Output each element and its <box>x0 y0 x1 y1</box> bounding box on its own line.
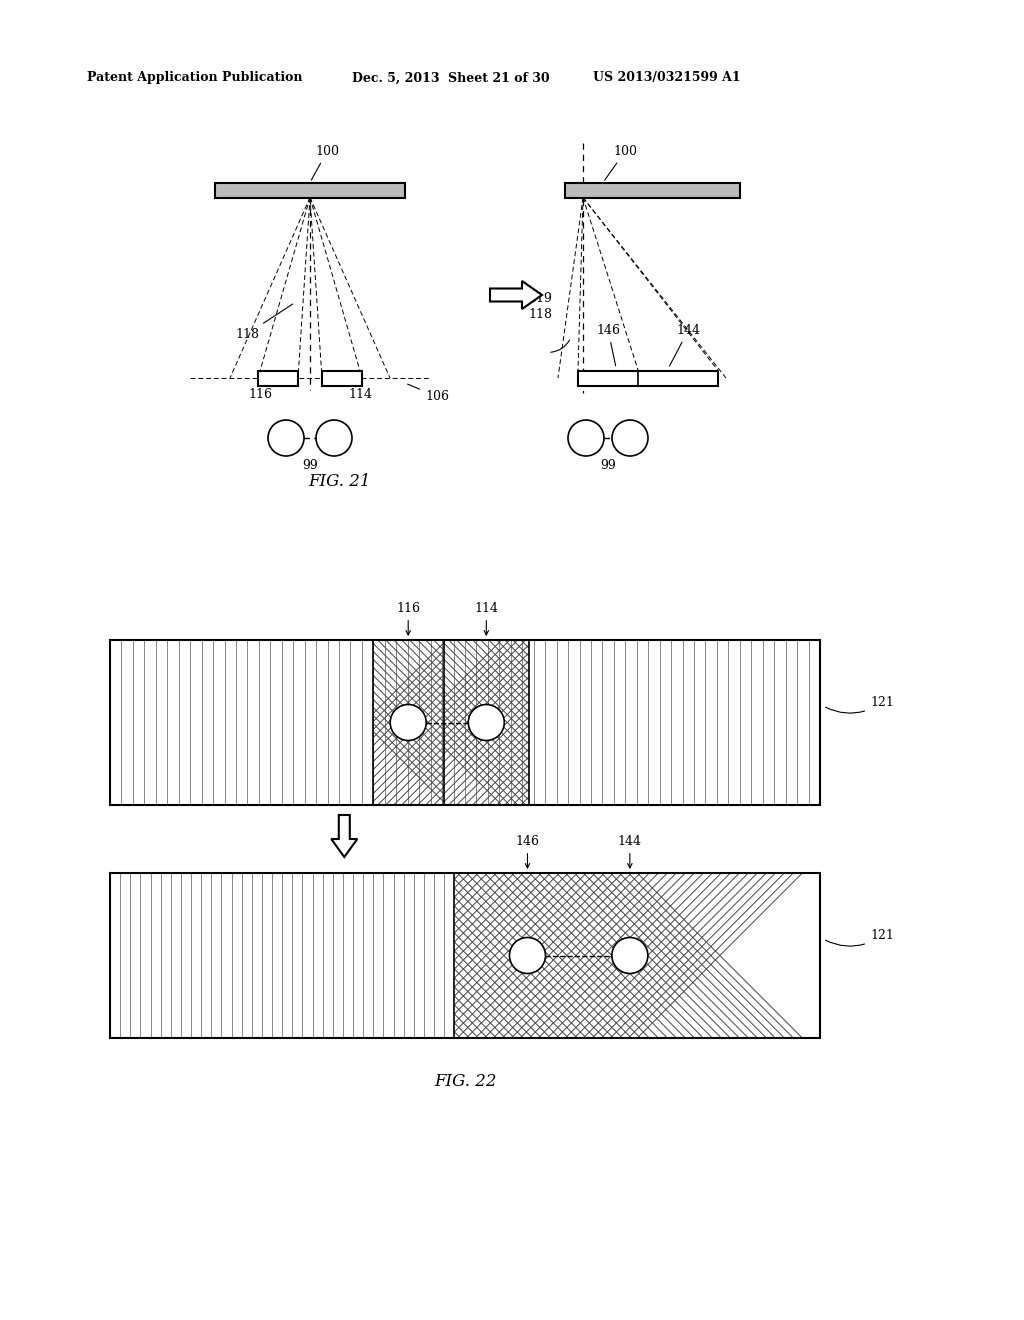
Text: 100: 100 <box>311 145 339 180</box>
Text: 106: 106 <box>408 384 449 403</box>
Text: 100: 100 <box>604 145 637 181</box>
Circle shape <box>612 937 648 974</box>
Text: 99: 99 <box>302 459 317 473</box>
Text: 116: 116 <box>248 388 272 401</box>
FancyArrow shape <box>490 281 542 309</box>
Text: FIG. 21: FIG. 21 <box>309 473 372 490</box>
Text: Sheet 21 of 30: Sheet 21 of 30 <box>449 71 550 84</box>
Circle shape <box>390 705 426 741</box>
Text: 119: 119 <box>528 293 552 305</box>
Circle shape <box>568 420 604 455</box>
Bar <box>258 371 298 385</box>
Text: 118: 118 <box>528 308 552 321</box>
Text: 121: 121 <box>825 929 894 946</box>
Bar <box>110 640 820 805</box>
Text: 146: 146 <box>596 323 621 366</box>
Bar <box>110 873 820 1038</box>
Bar <box>110 873 820 1038</box>
Text: Dec. 5, 2013: Dec. 5, 2013 <box>352 71 439 84</box>
Bar <box>565 182 740 198</box>
Circle shape <box>612 420 648 455</box>
Bar <box>215 182 406 198</box>
Text: 144: 144 <box>670 323 700 366</box>
Bar <box>322 371 362 385</box>
Bar <box>578 371 718 385</box>
Text: 116: 116 <box>396 602 420 635</box>
Text: 144: 144 <box>617 836 642 869</box>
Text: 121: 121 <box>825 696 894 713</box>
Text: Patent Application Publication: Patent Application Publication <box>87 71 302 84</box>
Circle shape <box>468 705 504 741</box>
Text: FIG. 22: FIG. 22 <box>434 1073 497 1090</box>
Text: 146: 146 <box>515 836 540 869</box>
Text: 118: 118 <box>234 304 293 341</box>
Text: US 2013/0321599 A1: US 2013/0321599 A1 <box>593 71 740 84</box>
Bar <box>110 640 820 805</box>
Text: 114: 114 <box>474 602 499 635</box>
Circle shape <box>316 420 352 455</box>
Circle shape <box>268 420 304 455</box>
FancyArrow shape <box>332 814 357 857</box>
Text: 114: 114 <box>348 388 372 401</box>
Circle shape <box>510 937 546 974</box>
Text: 99: 99 <box>600 459 615 473</box>
